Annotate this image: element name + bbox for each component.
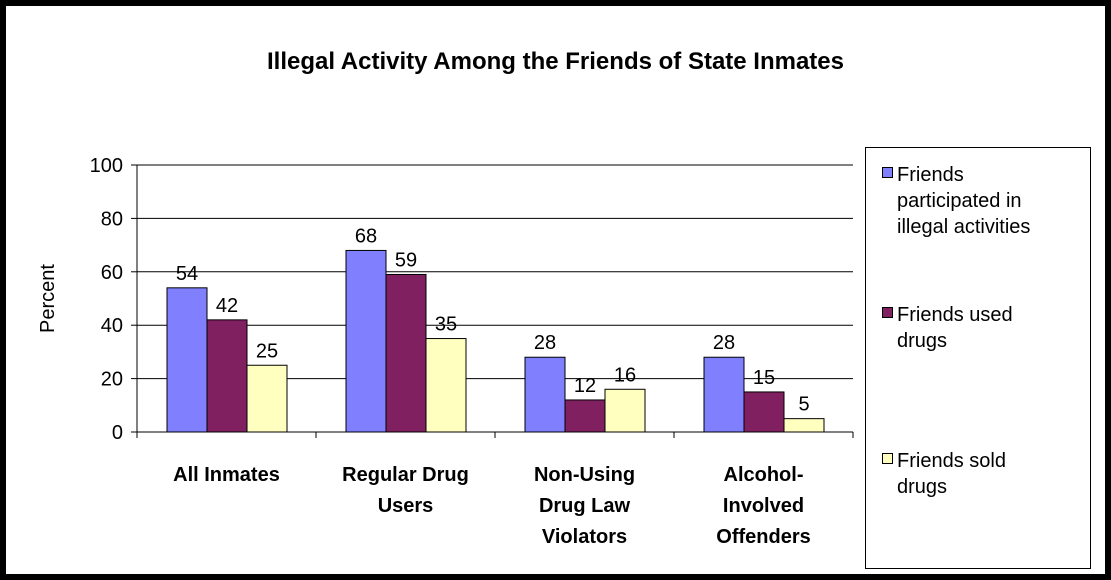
legend-label-line: Friends sold bbox=[897, 450, 1006, 472]
y-tick-label: 0 bbox=[112, 422, 123, 444]
data-label: 28 bbox=[713, 332, 735, 354]
data-label: 16 bbox=[614, 364, 636, 386]
chart-title: Illegal Activity Among the Friends of St… bbox=[267, 48, 844, 75]
legend-swatch bbox=[882, 167, 893, 178]
data-label: 12 bbox=[574, 375, 596, 397]
legend-label: Friends participated in illegal activities bbox=[897, 162, 1084, 240]
data-label: 35 bbox=[435, 314, 457, 336]
data-label: 68 bbox=[355, 225, 377, 247]
legend-swatch bbox=[882, 307, 893, 318]
legend-label-line: Friends bbox=[897, 164, 964, 186]
bar bbox=[345, 249, 387, 433]
legend-label-line: drugs bbox=[897, 476, 948, 498]
y-tick-label: 100 bbox=[90, 155, 123, 177]
y-tick-label: 80 bbox=[101, 208, 123, 230]
data-label: 15 bbox=[753, 367, 775, 389]
y-tick-label: 60 bbox=[101, 262, 123, 284]
legend: Friends participated in illegal activities… bbox=[865, 147, 1091, 569]
x-tick-label: All Inmates bbox=[173, 464, 280, 486]
x-tick-label: Alcohol- bbox=[724, 464, 804, 486]
data-label: 25 bbox=[256, 340, 278, 362]
bar bbox=[206, 319, 248, 433]
legend-label-line: drugs bbox=[897, 330, 948, 352]
x-tick-label: Drug Law bbox=[539, 495, 631, 517]
legend-label-line: Friends used bbox=[897, 304, 1013, 326]
data-label: 28 bbox=[534, 332, 556, 354]
x-tick-label: Users bbox=[378, 495, 434, 517]
x-tick-label: Non-Using bbox=[534, 464, 635, 486]
data-label: 59 bbox=[395, 249, 417, 271]
data-label: 42 bbox=[216, 295, 238, 317]
x-tick-label: Involved bbox=[723, 495, 804, 517]
legend-label: Friends sold drugs bbox=[897, 448, 1084, 500]
x-tick-label: Violators bbox=[542, 526, 627, 548]
legend-label-line: illegal activities bbox=[897, 216, 1031, 238]
legend-label-line: participated in bbox=[897, 190, 1022, 212]
x-tick-label: Offenders bbox=[716, 526, 810, 548]
data-label: 54 bbox=[176, 263, 198, 285]
bar bbox=[783, 418, 825, 433]
bar bbox=[385, 273, 427, 433]
bar bbox=[743, 391, 785, 433]
y-tick-label: 20 bbox=[101, 369, 123, 391]
bar bbox=[524, 356, 566, 433]
bar bbox=[425, 338, 467, 433]
x-tick-label: Regular Drug bbox=[342, 464, 469, 486]
bar bbox=[166, 287, 208, 433]
bar bbox=[246, 364, 288, 433]
bar bbox=[703, 356, 745, 433]
bar bbox=[604, 388, 646, 433]
y-tick-label: 40 bbox=[101, 315, 123, 337]
bar bbox=[564, 399, 606, 433]
y-axis-label: Percent bbox=[37, 264, 59, 333]
data-label: 5 bbox=[798, 394, 809, 416]
legend-label: Friends used drugs bbox=[897, 302, 1084, 354]
legend-swatch bbox=[882, 453, 893, 464]
